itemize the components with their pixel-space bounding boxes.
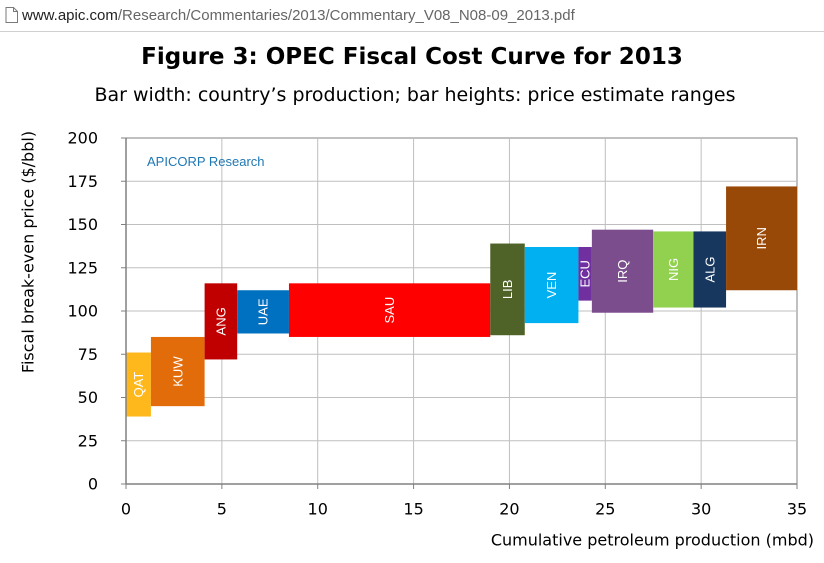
x-tick-label: 15 xyxy=(403,500,423,519)
cost-curve-chart: APICORP Research QAT KUW ANG UAE SAU LIB VEN ECU… xyxy=(19,129,815,550)
y-tick-label: 0 xyxy=(88,475,98,494)
bar-ang xyxy=(204,283,238,360)
bar-label-irq: IRQ xyxy=(615,260,630,283)
x-axis-label: Cumulative petroleum production (mbd) xyxy=(491,531,814,550)
bar-kuw xyxy=(150,336,205,407)
bar-label-alg: ALG xyxy=(702,256,717,282)
x-tick-label: 5 xyxy=(217,500,227,519)
x-tick-label: 20 xyxy=(499,500,519,519)
x-tick-label: 35 xyxy=(787,500,807,519)
bar-ecu xyxy=(578,246,592,301)
bar-nig xyxy=(653,231,694,308)
bar-label-kuw: KUW xyxy=(170,356,185,387)
x-tick-label: 10 xyxy=(308,500,328,519)
bar-sau xyxy=(288,283,491,337)
bar-label-ang: ANG xyxy=(213,307,228,335)
y-tick-label: 100 xyxy=(67,302,98,321)
bar-label-nig: NIG xyxy=(666,258,681,281)
bar-alg xyxy=(693,231,727,308)
bar-label-sau: SAU xyxy=(382,297,397,324)
bar-label-ven: VEN xyxy=(544,272,559,299)
x-tick-label: 0 xyxy=(121,500,131,519)
bar-lib xyxy=(490,243,525,336)
figure-title: Figure 3: OPEC Fiscal Cost Curve for 201… xyxy=(141,44,683,70)
url-host: www.apic.com xyxy=(22,7,118,24)
y-tick-label: 175 xyxy=(67,172,98,191)
bar-label-lib: LIB xyxy=(500,280,515,300)
y-axis-label: Fiscal break-even price ($/bbl) xyxy=(19,131,38,373)
bar-label-qat: QAT xyxy=(131,372,146,398)
bar-label-irn: IRN xyxy=(754,227,769,249)
y-tick-label: 75 xyxy=(78,345,98,364)
y-tick-label: 150 xyxy=(67,215,98,234)
url-path: /Research/Commentaries/2013/Commentary_V… xyxy=(117,7,575,24)
bar-label-ecu: ECU xyxy=(578,260,593,287)
y-tick-label: 50 xyxy=(78,388,98,407)
document-icon xyxy=(5,7,18,23)
url-text[interactable]: www.apic.com/Research/Commentaries/2013/… xyxy=(22,7,575,24)
figure-subtitle: Bar width: country’s production; bar hei… xyxy=(94,84,736,106)
bar-irn xyxy=(726,186,797,291)
y-tick-label: 200 xyxy=(67,129,98,148)
bar-qat xyxy=(126,352,151,417)
x-tick-label: 30 xyxy=(691,500,711,519)
bar-ven xyxy=(524,246,579,324)
address-bar[interactable]: www.apic.com/Research/Commentaries/2013/… xyxy=(0,0,824,32)
y-tick-label: 25 xyxy=(78,431,98,450)
bar-uae xyxy=(237,290,289,334)
y-tick-label: 125 xyxy=(67,258,98,277)
annotation-text: APICORP Research xyxy=(147,154,265,169)
bar-label-uae: UAE xyxy=(256,298,271,325)
bar-irq xyxy=(591,229,654,313)
x-tick-label: 25 xyxy=(595,500,615,519)
